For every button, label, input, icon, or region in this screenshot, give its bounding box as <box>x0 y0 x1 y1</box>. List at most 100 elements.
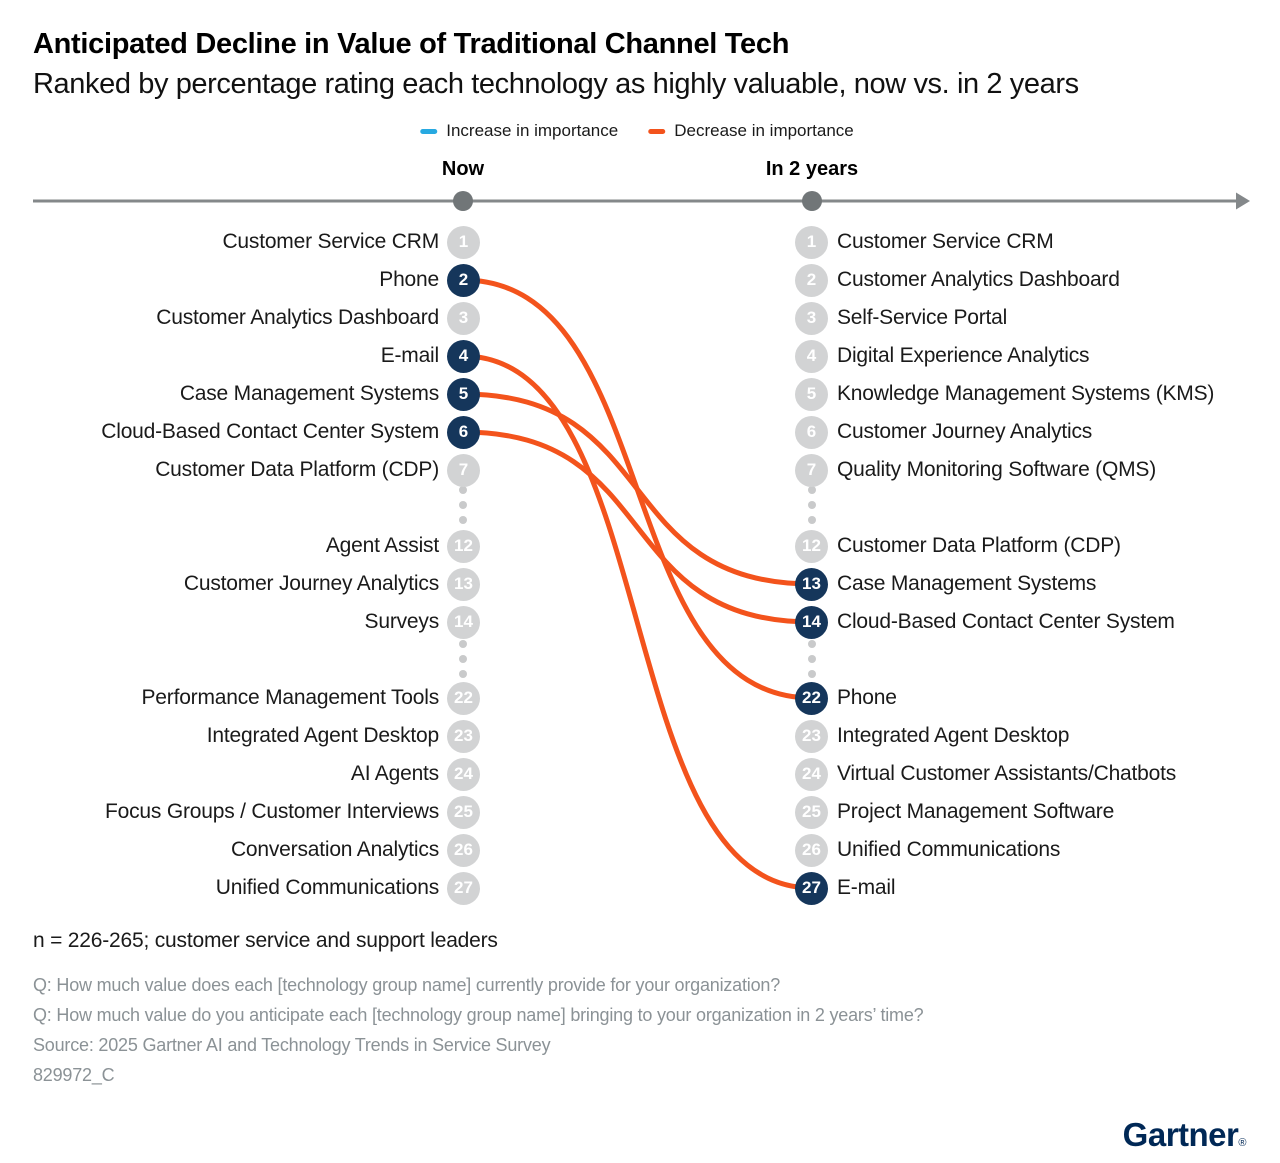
page-title: Anticipated Decline in Value of Traditio… <box>33 28 790 60</box>
tech-label: AI Agents <box>350 762 439 785</box>
now-row-25: Focus Groups / Customer Interviews 25 <box>0 795 480 829</box>
rank-badge: 13 <box>795 567 828 601</box>
rank-gap-dots-in-2-years <box>808 486 816 678</box>
rank-badge: 14 <box>795 605 828 639</box>
future-row-14: 14 Cloud-Based Contact Center System <box>795 605 1175 639</box>
now-row-26: Conversation Analytics 26 <box>0 833 480 867</box>
rank-badge: 13 <box>447 567 480 601</box>
gartner-logo: Gartner® <box>1123 1116 1247 1154</box>
tech-label: Project Management Software <box>837 800 1115 823</box>
tech-label: Customer Service CRM <box>837 230 1054 253</box>
increase-line-swatch-icon <box>420 128 438 134</box>
tech-label: Customer Analytics Dashboard <box>837 268 1120 291</box>
future-row-26: 26 Unified Communications <box>795 833 1060 867</box>
now-row-4: E-mail 4 <box>0 339 480 373</box>
rank-badge: 22 <box>447 681 480 715</box>
rank-badge: 3 <box>795 301 828 335</box>
future-row-4: 4 Digital Experience Analytics <box>795 339 1090 373</box>
now-row-27: Unified Communications 27 <box>0 871 480 905</box>
now-row-22: Performance Management Tools 22 <box>0 681 480 715</box>
rank-badge: 27 <box>447 871 480 905</box>
legend-item-decrease: Decrease in importance <box>648 121 854 141</box>
tech-label: Conversation Analytics <box>230 838 439 861</box>
rank-badge: 6 <box>795 415 828 449</box>
rank-badge: 4 <box>447 339 480 373</box>
decrease-line-swatch-icon <box>648 128 666 134</box>
legend-increase-label: Increase in importance <box>446 121 619 140</box>
legend-item-increase: Increase in importance <box>420 121 618 141</box>
rank-badge: 26 <box>447 833 480 867</box>
tech-label: Cloud-Based Contact Center System <box>101 420 439 443</box>
tech-label: Unified Communications <box>837 838 1061 861</box>
rank-badge: 2 <box>795 263 828 297</box>
rank-badge: 3 <box>447 301 480 335</box>
tech-label: Cloud-Based Contact Center System <box>837 610 1175 633</box>
rank-badge: 7 <box>447 453 480 487</box>
rank-badge: 2 <box>447 263 480 297</box>
now-row-13: Customer Journey Analytics 13 <box>0 567 480 601</box>
future-row-2: 2 Customer Analytics Dashboard <box>795 263 1120 297</box>
now-row-14: Surveys 14 <box>0 605 480 639</box>
rank-badge: 5 <box>795 377 828 411</box>
future-row-22: 22 Phone <box>795 681 897 715</box>
column-header-now: Now <box>441 158 485 180</box>
future-row-27: 27 E-mail <box>795 871 896 905</box>
now-row-12: Agent Assist 12 <box>0 529 480 563</box>
now-row-6: Cloud-Based Contact Center System 6 <box>0 415 480 449</box>
tech-label: Case Management Systems <box>837 572 1097 595</box>
tech-label: Digital Experience Analytics <box>837 344 1090 367</box>
rank-badge: 12 <box>447 529 480 563</box>
tech-label: E-mail <box>837 876 896 899</box>
legend: Increase in importance Decrease in impor… <box>420 121 854 141</box>
rank-badge: 27 <box>795 871 828 905</box>
tech-label: Self-Service Portal <box>837 306 1008 329</box>
now-row-23: Integrated Agent Desktop 23 <box>0 719 480 753</box>
rank-badge: 24 <box>447 757 480 791</box>
tech-label: Performance Management Tools <box>141 686 439 709</box>
rank-badge: 25 <box>447 795 480 829</box>
now-row-2: Phone 2 <box>0 263 480 297</box>
sample-size-note: n = 226-265; customer service and suppor… <box>33 929 498 952</box>
tech-label: E-mail <box>380 344 440 367</box>
tech-label: Focus Groups / Customer Interviews <box>105 800 439 823</box>
rank-badge: 23 <box>795 719 828 753</box>
rank-badge: 5 <box>447 377 480 411</box>
source-note: Source: 2025 Gartner AI and Technology T… <box>33 1035 551 1055</box>
rank-badge: 14 <box>447 605 480 639</box>
tech-label: Knowledge Management Systems (KMS) <box>837 382 1215 405</box>
now-row-5: Case Management Systems 5 <box>0 377 480 411</box>
rank-badge: 4 <box>795 339 828 373</box>
future-row-24: 24 Virtual Customer Assistants/Chatbots <box>795 757 1176 791</box>
future-row-12: 12 Customer Data Platform (CDP) <box>795 529 1121 563</box>
tech-label: Unified Communications <box>215 876 439 899</box>
future-row-6: 6 Customer Journey Analytics <box>795 415 1092 449</box>
rank-badge: 12 <box>795 529 828 563</box>
future-row-13: 13 Case Management Systems <box>795 567 1096 601</box>
rank-badge: 26 <box>795 833 828 867</box>
future-row-7: 7 Quality Monitoring Software (QMS) <box>795 453 1156 487</box>
legend-decrease-label: Decrease in importance <box>674 121 854 140</box>
axis-dot-in-2-years <box>802 191 822 211</box>
rank-badge: 7 <box>795 453 828 487</box>
tech-label: Integrated Agent Desktop <box>837 724 1070 747</box>
tech-label: Customer Journey Analytics <box>183 572 439 595</box>
rank-badge: 23 <box>447 719 480 753</box>
tech-label: Virtual Customer Assistants/Chatbots <box>837 762 1177 785</box>
column-header-in-2-years: In 2 years <box>765 158 859 180</box>
survey-question-1: Q: How much value does each [technology … <box>33 975 781 995</box>
connection-line-email <box>462 353 813 891</box>
future-row-25: 25 Project Management Software <box>795 795 1114 829</box>
future-row-23: 23 Integrated Agent Desktop <box>795 719 1069 753</box>
tech-label: Customer Journey Analytics <box>837 420 1093 443</box>
registered-mark-icon: ® <box>1238 1137 1246 1149</box>
future-row-5: 5 Knowledge Management Systems (KMS) <box>795 377 1214 411</box>
axis-dot-now <box>453 191 473 211</box>
rank-badge: 1 <box>795 225 828 259</box>
connection-line-case-management <box>462 391 813 587</box>
tech-label: Customer Data Platform (CDP) <box>837 534 1121 557</box>
tech-label: Case Management Systems <box>179 382 439 405</box>
axis-arrow-icon <box>1236 192 1250 210</box>
now-row-1: Customer Service CRM 1 <box>0 225 480 259</box>
